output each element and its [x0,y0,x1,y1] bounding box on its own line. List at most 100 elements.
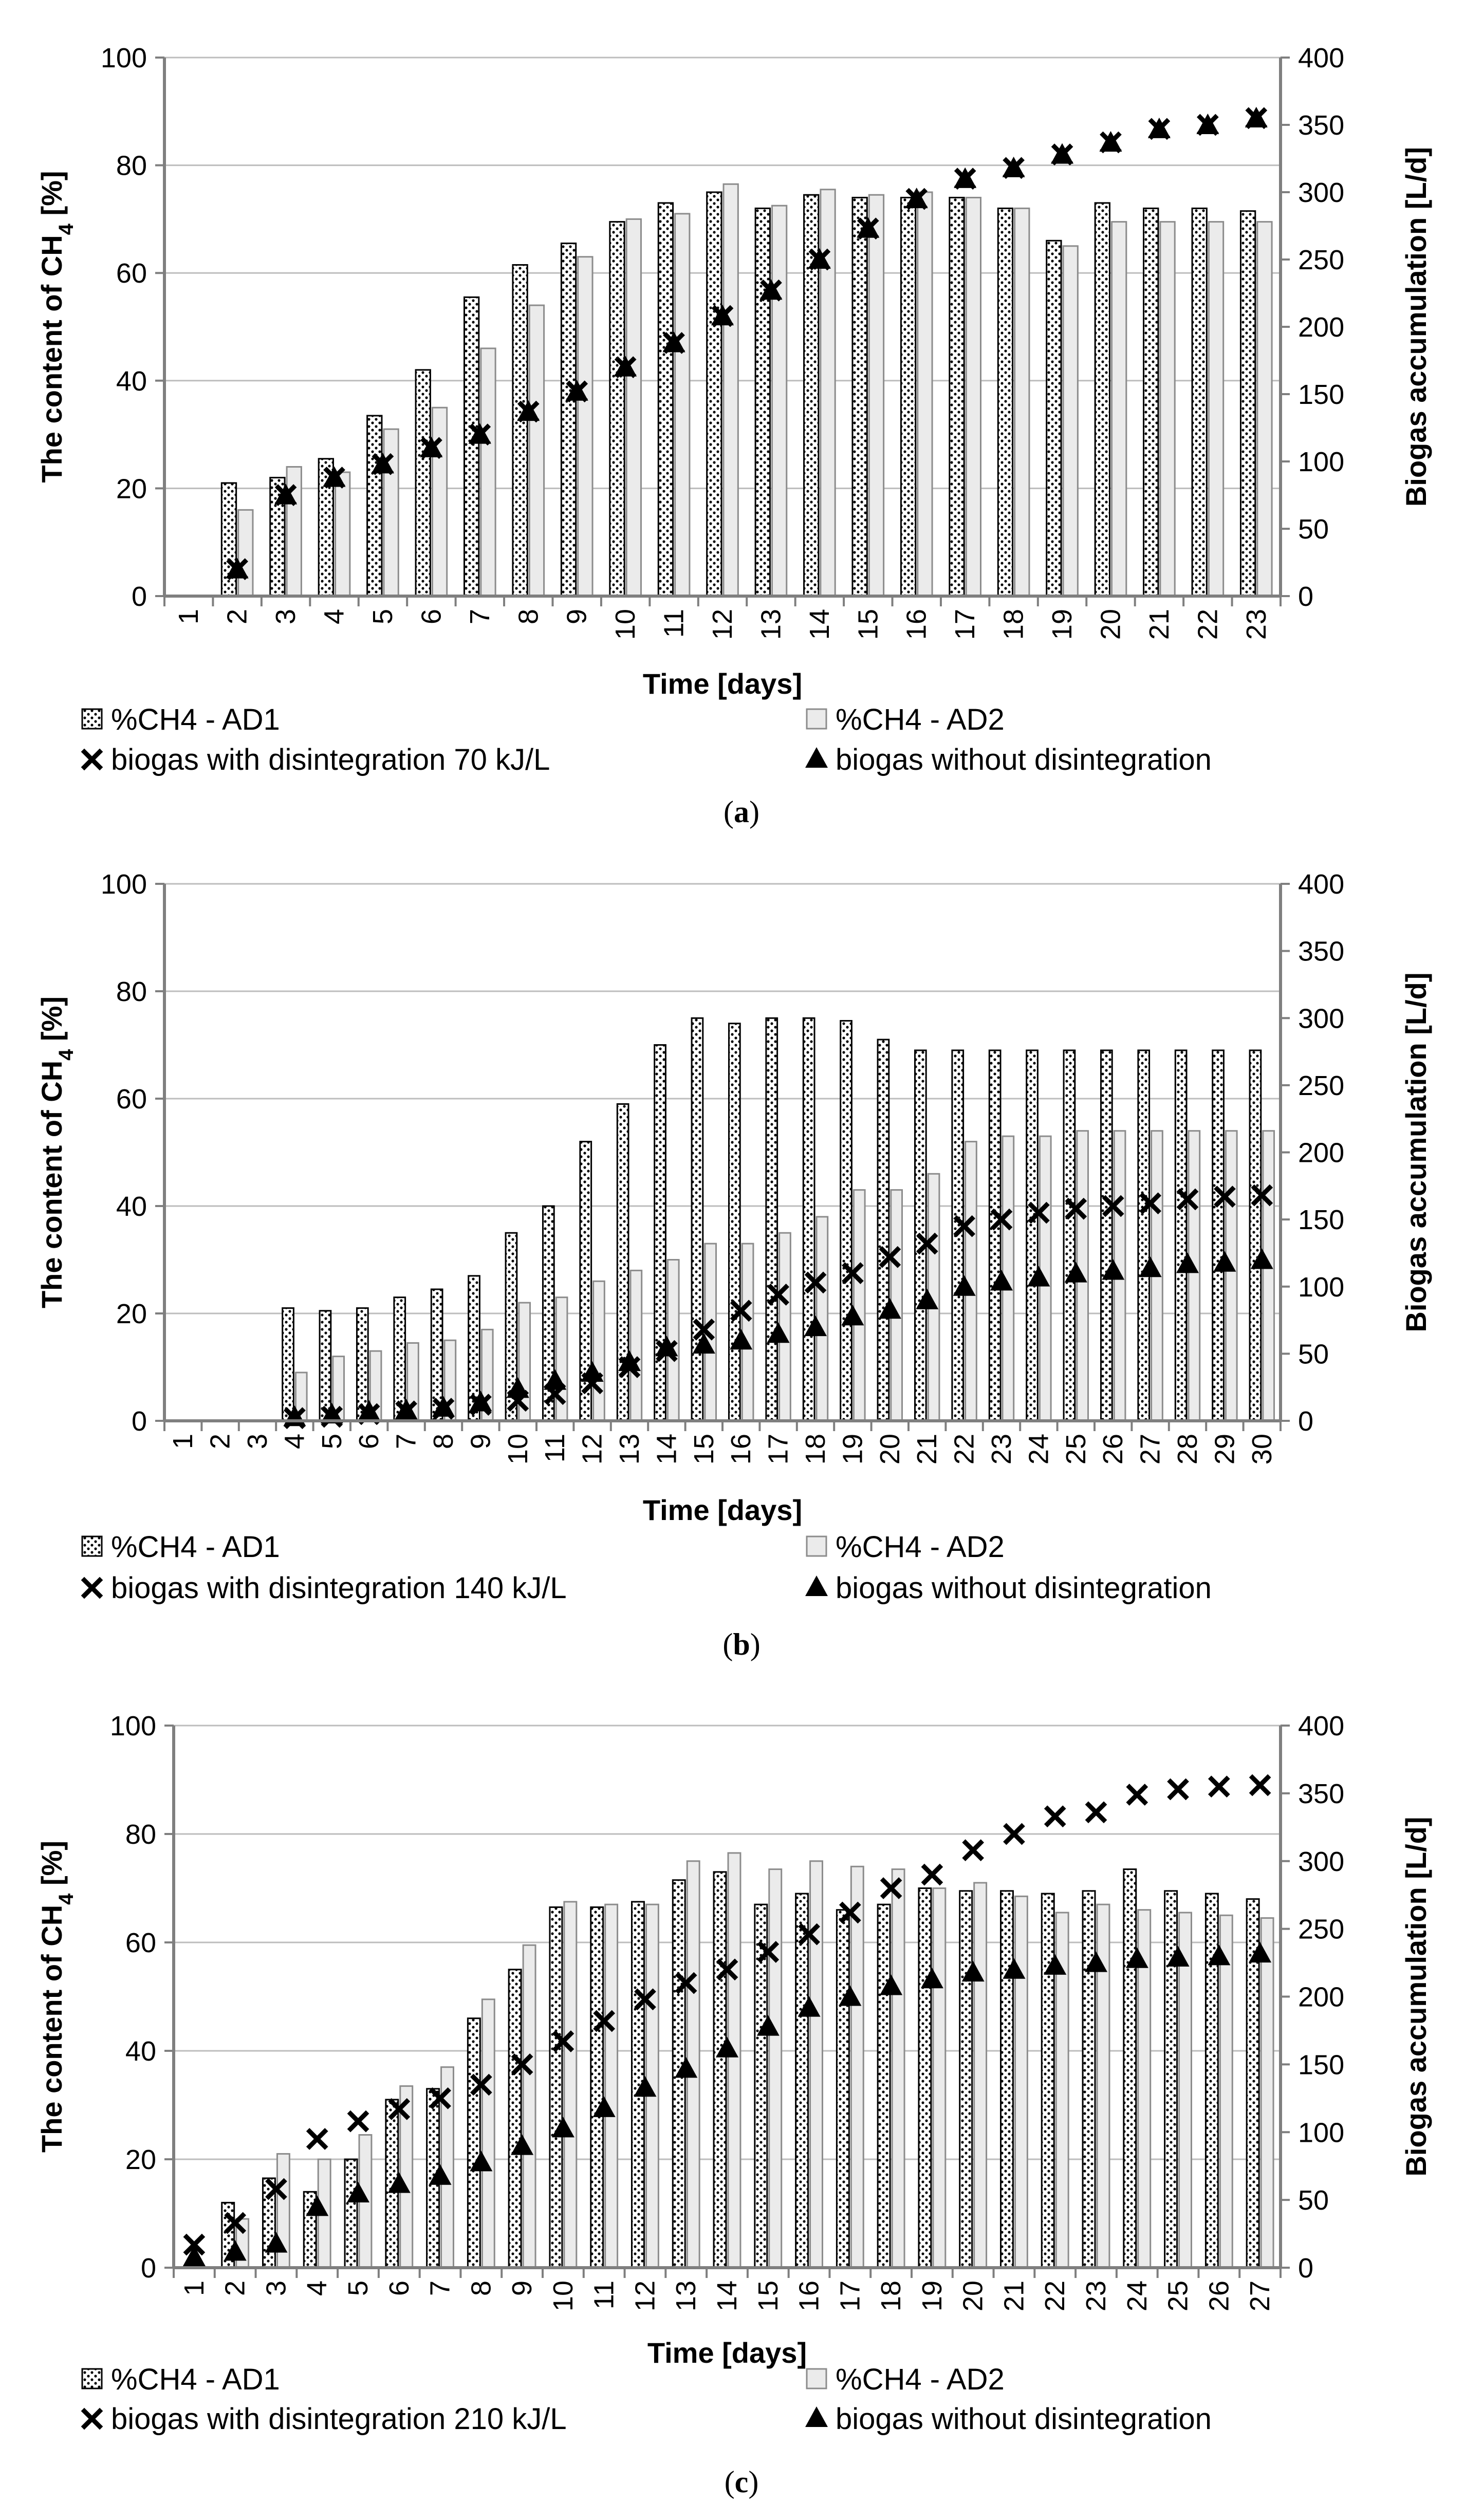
point-biogas-without [841,1305,864,1326]
legend-biogas-with-symbol [81,748,103,771]
y-axis-right-title: Biogas accumulation [L/d] [1400,147,1432,507]
legend-ad1: %CH4 - AD1 [111,1530,280,1564]
bar-ad2 [850,1865,864,2269]
bar-ad1 [1212,1049,1225,1422]
legend-biogas-with-symbol [81,2407,103,2430]
point-biogas-with [1051,143,1073,166]
point-biogas-with [1245,107,1268,129]
point-biogas-with [226,558,249,580]
y-right-tick-label: 50 [1298,2185,1329,2216]
point-biogas-with [711,305,734,327]
point-biogas-with [1208,1775,1230,1798]
x-tick-label: 21 [912,1434,942,1465]
bar-ad2 [431,406,448,597]
y-right-tick-label: 350 [1298,1778,1344,1809]
x-tick-label: 25 [1163,2281,1194,2311]
x-tick-label: 21 [1144,609,1175,640]
x-tick-label: 26 [1203,2281,1234,2311]
bar-ad1 [463,296,480,597]
point-biogas-without [358,1400,381,1421]
y-left-tick-label: 60 [116,1084,147,1115]
point-biogas-without [347,2181,369,2202]
legend-biogas-without-symbol [805,2406,828,2428]
x-tick-label: 3 [261,2281,291,2296]
y-left-tick-label: 60 [116,258,147,289]
bar-ad1 [1164,1890,1178,2269]
x-tick-label: 1 [168,1434,198,1449]
point-biogas-without [880,1974,903,1995]
legend-biogas-with: biogas with disintegration 70 kJ/L [111,743,550,776]
legend-biogas-without: biogas without disintegration [836,2402,1212,2436]
point-biogas-with [1003,1823,1025,1845]
bar-ad1 [1000,1890,1014,2269]
y-axis-right-title: Biogas accumulation [L/d] [1400,1817,1432,2176]
point-biogas-with [507,1389,529,1412]
point-biogas-with [593,2010,616,2032]
point-biogas-without [839,1985,862,2006]
y-axis-left-title: The content of CH4 [%] [35,1841,78,2153]
bar-ad2 [917,191,933,597]
point-biogas-with [469,423,491,446]
point-biogas-without [920,1968,943,1989]
x-tick-label: 15 [852,609,883,640]
bar-ad1 [1041,1893,1055,2269]
legend-biogas-with-symbol [81,1577,103,1599]
x-tick-label: 24 [1122,2281,1153,2311]
bar-ad2 [1225,1130,1238,1422]
bar-ad1 [851,196,868,597]
bar-ad1 [508,1969,522,2269]
point-biogas-without [1003,1958,1026,1979]
x-tick-label: 2 [220,2281,251,2296]
y-left-tick-label: 80 [116,151,147,181]
bar-ad2 [809,1860,823,2269]
point-biogas-with [306,2128,328,2150]
point-biogas-with [1003,157,1025,179]
bar-ad2 [604,1903,619,2269]
panel-caption: (b) [722,1627,760,1661]
point-biogas-with [183,2233,206,2256]
legend-ad2-symbol [806,1535,827,1557]
x-tick-label: 6 [416,609,447,624]
bar-ad1 [900,196,917,597]
x-tick-label: 13 [614,1434,645,1465]
y-right-tick-label: 300 [1298,177,1344,208]
bar-ad1 [366,415,383,597]
x-tick-label: 23 [986,1434,1017,1465]
point-biogas-without [953,1275,976,1296]
bar-ad1 [728,1023,741,1422]
x-tick-label: 16 [726,1434,756,1465]
bar-ad2 [852,1189,866,1422]
point-biogas-without [320,1402,343,1423]
point-biogas-with [1126,1784,1148,1806]
point-biogas-without [1044,1954,1067,1975]
bar-ad1 [802,1017,815,1422]
bar-ad1 [356,1307,369,1422]
point-biogas-with [1085,1801,1107,1824]
x-tick-label: 17 [763,1434,794,1465]
y-right-tick-label: 100 [1298,447,1344,477]
x-tick-label: 4 [279,1434,310,1449]
point-biogas-with [581,1372,603,1395]
point-biogas-with [274,484,297,506]
y-right-tick-label: 250 [1298,1914,1344,1945]
bar-ad1 [1143,207,1159,597]
point-biogas-with [634,1988,656,2011]
point-biogas-without [730,1329,753,1350]
point-biogas-with [716,1958,738,1981]
x-axis-title: Time [days] [647,2337,807,2369]
y-right-tick-label: 400 [1298,43,1344,73]
point-biogas-without [1085,1951,1107,1972]
bar-ad1 [1094,202,1110,597]
point-biogas-with [284,1407,306,1430]
point-biogas-with [1028,1201,1050,1224]
point-biogas-with [857,217,879,240]
bar-ad2 [722,183,739,597]
bar-ad1 [1100,1049,1113,1422]
y-left-tick-label: 20 [116,473,147,504]
x-tick-label: 19 [1047,609,1078,640]
point-biogas-with [395,1400,417,1423]
y-left-tick-label: 20 [116,1299,147,1329]
